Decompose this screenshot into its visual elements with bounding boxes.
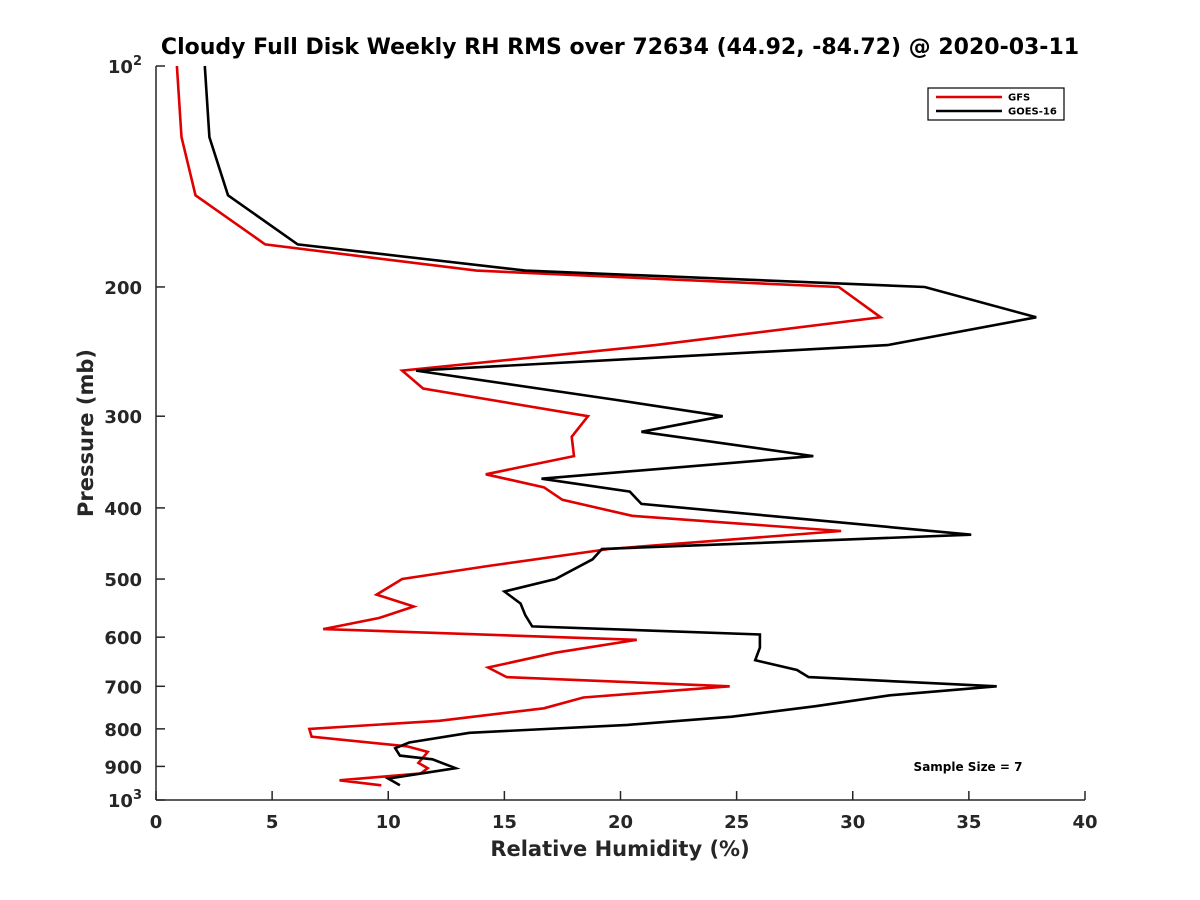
y-tick-label: 700 <box>104 677 142 698</box>
y-tick-label-base: 200 <box>104 278 142 299</box>
series-line-gfs <box>175 65 885 787</box>
y-tick-label-base: 700 <box>104 677 142 698</box>
chart-title: Cloudy Full Disk Weekly RH RMS over 7263… <box>161 35 1079 60</box>
y-tick-label: 300 <box>104 407 142 428</box>
legend-label: GOES-16 <box>1008 107 1057 118</box>
y-axis-label: Pressure (mb) <box>74 349 98 517</box>
x-axis-label: Relative Humidity (%) <box>490 837 749 861</box>
y-tick-label-base: 500 <box>104 570 142 591</box>
legend: GFS GOES-16 <box>927 87 1065 121</box>
y-tick-label: 600 <box>104 628 142 649</box>
y-tick-label: 102 <box>108 54 142 78</box>
y-tick-label-base: 300 <box>104 407 142 428</box>
y-tick-label-exponent: 2 <box>133 54 142 69</box>
y-tick-label-base: 800 <box>104 720 142 741</box>
y-tick-label-base: 10 <box>108 57 133 78</box>
x-tick-label: 0 <box>150 812 163 833</box>
y-tick-label-exponent: 3 <box>133 788 142 803</box>
x-ticks: 0 5 10 15 20 25 30 35 40 <box>150 791 1098 833</box>
y-tick-label: 500 <box>104 570 142 591</box>
y-tick-label: 900 <box>104 757 142 778</box>
legend-box <box>927 87 1065 121</box>
x-tick-label: 40 <box>1072 812 1097 833</box>
x-tick-label: 20 <box>608 812 633 833</box>
x-tick-label: 10 <box>376 812 401 833</box>
x-tick-label: 5 <box>266 812 279 833</box>
y-tick-label-base: 900 <box>104 757 142 778</box>
x-tick-label: 15 <box>492 812 517 833</box>
y-tick-label-base: 10 <box>108 791 133 812</box>
legend-label: GFS <box>1008 93 1030 104</box>
y-tick-label: 400 <box>104 499 142 520</box>
x-tick-label: 35 <box>956 812 981 833</box>
series-line-goes-16 <box>203 65 1037 787</box>
x-tick-label: 30 <box>840 812 865 833</box>
y-tick-label: 103 <box>108 788 142 812</box>
series-lines <box>175 65 1037 787</box>
y-tick-label-base: 400 <box>104 499 142 520</box>
y-tick-label: 800 <box>104 720 142 741</box>
y-tick-label: 200 <box>104 278 142 299</box>
sample-size-annotation: Sample Size = 7 <box>914 760 1023 774</box>
y-tick-label-base: 600 <box>104 628 142 649</box>
x-tick-label: 25 <box>724 812 749 833</box>
